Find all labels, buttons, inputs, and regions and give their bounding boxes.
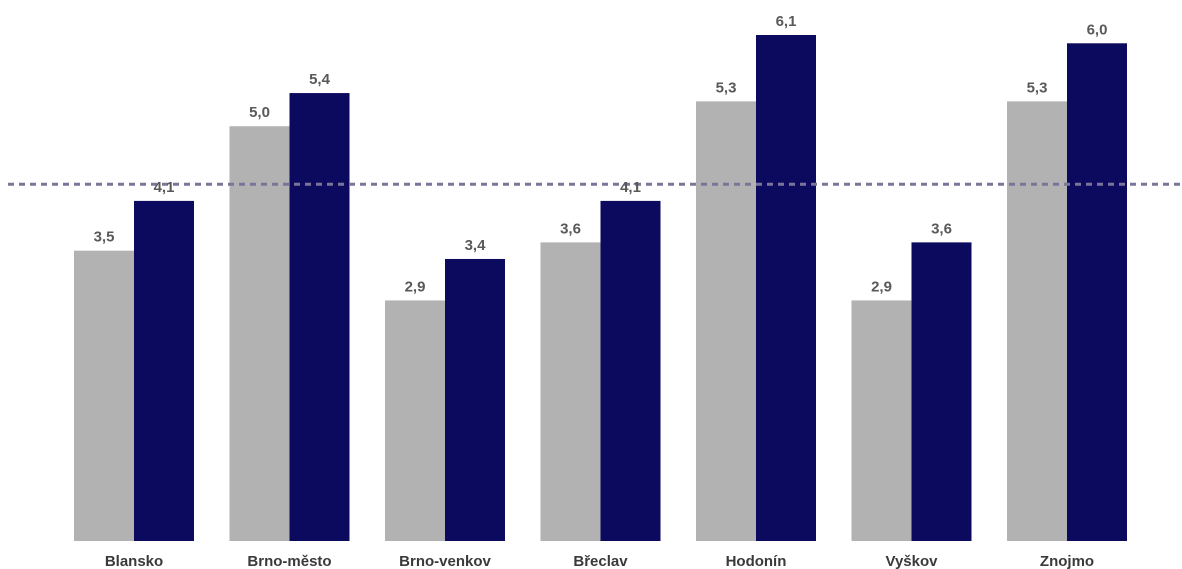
category-label-3: Břeclav bbox=[573, 553, 628, 569]
bars-group bbox=[74, 35, 1127, 542]
category-label-0: Blansko bbox=[105, 553, 163, 569]
value-label-series1-2: 2,9 bbox=[405, 278, 426, 295]
bar-series1-0 bbox=[74, 250, 134, 542]
bar-series2-5 bbox=[911, 242, 972, 541]
bar-series1-6 bbox=[1007, 101, 1067, 541]
bar-series2-2 bbox=[445, 258, 505, 541]
category-label-2: Brno-venkov bbox=[399, 553, 491, 569]
value-label-series1-5: 2,9 bbox=[871, 278, 892, 295]
value-label-series2-1: 5,4 bbox=[309, 71, 331, 88]
category-label-5: Vyškov bbox=[886, 553, 939, 569]
value-label-series2-5: 3,6 bbox=[931, 220, 952, 237]
value-label-series1-6: 5,3 bbox=[1027, 79, 1048, 96]
category-label-4: Hodonín bbox=[726, 553, 787, 569]
value-label-series1-1: 5,0 bbox=[249, 104, 270, 121]
value-label-series2-4: 6,1 bbox=[776, 13, 797, 30]
value-label-series1-0: 3,5 bbox=[94, 229, 115, 246]
bar-series1-5 bbox=[851, 300, 912, 541]
bar-series2-6 bbox=[1067, 43, 1127, 542]
bar-series2-3 bbox=[600, 200, 661, 541]
category-label-6: Znojmo bbox=[1040, 553, 1094, 569]
bar-series1-3 bbox=[540, 242, 601, 541]
bar-series1-1 bbox=[229, 126, 290, 541]
bar-series2-1 bbox=[289, 93, 350, 541]
bar-series1-4 bbox=[696, 101, 756, 541]
bar-series2-4 bbox=[756, 35, 816, 541]
value-label-series2-6: 6,0 bbox=[1087, 21, 1108, 38]
value-label-series2-0: 4,1 bbox=[154, 179, 175, 196]
bar-series2-0 bbox=[134, 200, 194, 541]
value-label-series1-3: 3,6 bbox=[560, 220, 581, 237]
category-labels-group: Blansko Brno-město Brno-venkov Břeclav Hodon… bbox=[105, 553, 1094, 569]
category-label-1: Brno-město bbox=[247, 553, 331, 569]
value-label-series2-2: 3,4 bbox=[465, 237, 487, 254]
bar-series1-2 bbox=[385, 300, 445, 541]
value-label-series1-4: 5,3 bbox=[716, 79, 737, 96]
value-labels-group: 3,5 4,1 5,0 5,4 2,9 3,4 3,6 4,1 5,3 6,1 2,9 3,6 5,3 6… bbox=[94, 13, 1108, 295]
value-label-series2-3: 4,1 bbox=[620, 179, 641, 196]
